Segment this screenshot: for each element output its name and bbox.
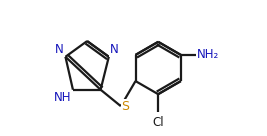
Text: Cl: Cl [152,116,164,129]
Text: NH: NH [54,91,72,104]
Text: N: N [55,43,64,56]
Text: S: S [121,100,129,113]
Text: NH₂: NH₂ [197,48,219,61]
Text: N: N [110,43,119,56]
